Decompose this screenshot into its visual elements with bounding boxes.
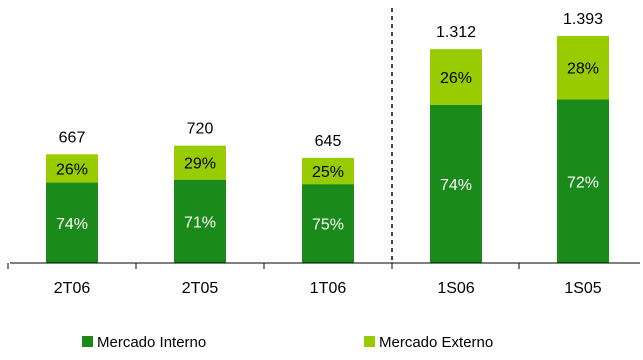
x-tick-label-2t06: 2T06 [54, 280, 91, 297]
bar-mercado-interno-1s06 [430, 104, 482, 264]
data-label-interno-1t06: 75% [312, 217, 344, 234]
x-tick-label-1s05: 1S05 [564, 280, 601, 297]
legend-label-externo: Mercado Externo [379, 334, 493, 351]
bar-mercado-interno-1t06 [302, 184, 354, 263]
bar-mercado-externo-2t05 [174, 145, 226, 180]
total-label-1s06: 1.312 [436, 24, 476, 41]
data-label-interno-1s05: 72% [567, 174, 599, 191]
data-label-externo-2t05: 29% [184, 156, 216, 173]
data-label-externo-1s05: 28% [567, 61, 599, 78]
bar-mercado-externo-1s05 [557, 35, 609, 100]
legend-swatch-interno [82, 336, 93, 347]
data-label-externo-1t06: 25% [312, 164, 344, 181]
x-tick-label-1s06: 1S06 [437, 280, 474, 297]
bar-mercado-interno-2t05 [174, 179, 226, 263]
total-label-1t06: 645 [315, 133, 342, 150]
total-label-2t06: 667 [59, 129, 86, 146]
data-label-interno-1s06: 74% [440, 177, 472, 194]
data-label-interno-2t06: 74% [56, 216, 88, 233]
legend-label-interno: Mercado Interno [97, 334, 206, 351]
data-label-externo-1s06: 26% [440, 70, 472, 87]
data-label-interno-2t05: 71% [184, 214, 216, 231]
bar-mercado-interno-1s05 [557, 99, 609, 263]
bar-mercado-externo-2t06 [46, 154, 98, 183]
x-tick-label-2t05: 2T05 [182, 280, 219, 297]
data-label-externo-2t06: 26% [56, 161, 88, 178]
bar-mercado-interno-2t06 [46, 182, 98, 263]
total-label-1s05: 1.393 [563, 11, 603, 28]
total-label-2t05: 720 [187, 121, 214, 138]
bar-mercado-externo-1s06 [430, 49, 482, 105]
bar-mercado-externo-1t06 [302, 157, 354, 185]
x-tick-label-1t06: 1T06 [310, 280, 347, 297]
legend-swatch-externo [364, 336, 375, 347]
